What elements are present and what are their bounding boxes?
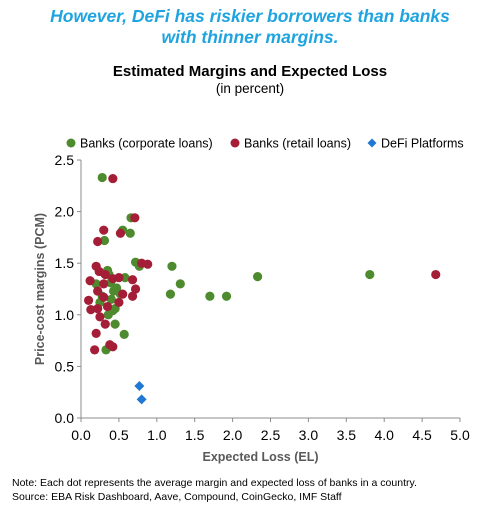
- data-point-corporate: [167, 261, 177, 271]
- data-point-retail: [93, 236, 103, 247]
- y-axis-label: Price-cost margins (PCM): [33, 213, 47, 365]
- y-tick-label: 2.5: [55, 152, 75, 168]
- chart-subtitle: (in percent): [215, 81, 285, 96]
- x-tick-label: 4.5: [412, 427, 432, 443]
- data-point-retail: [99, 279, 109, 289]
- x-tick-label: 3.5: [337, 427, 357, 443]
- data-point-retail: [127, 275, 138, 285]
- y-tick-label: 0.5: [55, 358, 75, 374]
- legend-label-1: Banks (corporate loans): [80, 137, 213, 151]
- data-point-retail: [143, 259, 153, 269]
- y-tick-label: 2.0: [55, 204, 75, 220]
- headline: However, DeFi has riskier borrowers than…: [0, 6, 500, 48]
- legend-label-3: DeFi Platforms: [381, 137, 464, 151]
- headline-line-1: However, DeFi has riskier borrowers than…: [50, 6, 450, 26]
- data-point-corporate: [253, 272, 263, 282]
- headline-line-2: with thinner margins.: [161, 27, 339, 47]
- source-text: Source: EBA Risk Dashboard, Aave, Compou…: [12, 491, 342, 503]
- data-point-corporate: [205, 291, 215, 301]
- data-point-retail: [95, 312, 105, 322]
- data-point-retail: [93, 286, 103, 296]
- x-axis-label: Expected Loss (EL): [203, 450, 319, 464]
- legend-marker-2: [230, 138, 240, 148]
- data-point-defi: [136, 394, 147, 405]
- x-tick-label: 5.0: [450, 427, 470, 443]
- data-point-retail: [90, 345, 100, 355]
- data-point-corporate: [175, 279, 185, 289]
- data-point-retail: [431, 269, 441, 280]
- x-tick-label: 1.0: [147, 427, 167, 443]
- data-point-retail: [83, 295, 94, 305]
- data-point-defi: [134, 381, 145, 392]
- data-point-retail: [99, 292, 109, 302]
- data-point-corporate: [97, 172, 107, 183]
- data-point-corporate: [125, 228, 135, 238]
- data-point-retail: [108, 342, 118, 352]
- data-point-retail: [100, 269, 110, 280]
- data-point-retail: [115, 228, 126, 238]
- data-point-corporate: [221, 291, 232, 301]
- data-point-corporate: [110, 319, 120, 329]
- data-point-retail: [102, 301, 113, 312]
- data-point-corporate: [99, 235, 110, 246]
- x-tick-label: 2.5: [261, 427, 281, 443]
- data-point-retail: [86, 305, 96, 315]
- data-point-retail: [127, 291, 138, 301]
- scatter-chart: 0.0 0.5 1.0 1.5 2.0 2.5 3.0 3.5 4.0 4.5 5.0 0.0 0.5 1…: [33, 137, 470, 465]
- data-point-retail: [130, 213, 140, 223]
- data-point-retail: [93, 304, 103, 314]
- data-point-corporate: [165, 289, 176, 299]
- y-tick-label: 1.0: [55, 307, 75, 323]
- data-point-corporate: [365, 269, 375, 280]
- data-point-retail: [130, 284, 141, 294]
- y-tick-label: 0.0: [55, 410, 75, 426]
- data-point-retail: [91, 328, 101, 338]
- data-point-retail: [114, 273, 124, 283]
- data-point-retail: [118, 289, 128, 299]
- data-point-retail: [100, 319, 110, 329]
- chart-title: Estimated Margins and Expected Loss: [112, 63, 388, 80]
- data-point-corporate: [106, 294, 116, 304]
- data-point-retail: [114, 297, 124, 308]
- data-point-corporate: [103, 310, 113, 320]
- x-tick-label: 0.0: [71, 427, 91, 443]
- x-tick-label: 0.5: [109, 427, 129, 443]
- y-tick-label: 1.5: [55, 255, 75, 271]
- data-point-retail: [108, 173, 118, 184]
- x-tick-label: 4.0: [374, 427, 394, 443]
- footnote: Note: Each dot represents the average ma…: [12, 476, 417, 504]
- note-text: Note: Each dot represents the average ma…: [12, 477, 417, 489]
- legend-label-2: Banks (retail loans): [244, 137, 351, 151]
- legend-marker-3: [367, 138, 377, 148]
- data-point-retail: [99, 225, 109, 235]
- x-tick-label: 3.0: [299, 427, 319, 443]
- data-point-retail: [85, 276, 95, 286]
- x-tick-label: 2.0: [223, 427, 243, 443]
- legend-marker-1: [66, 138, 76, 148]
- data-point-corporate: [119, 329, 129, 340]
- x-tick-label: 1.5: [185, 427, 205, 443]
